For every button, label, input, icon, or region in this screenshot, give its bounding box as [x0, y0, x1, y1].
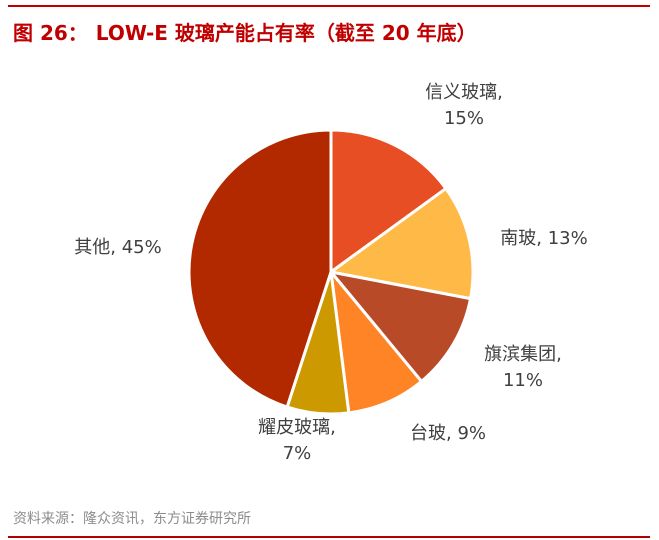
label-xinyi-value: 15% [443, 108, 484, 129]
label-others-text: 其他, 45% [74, 237, 162, 258]
pie-slice-3 [329, 270, 424, 415]
label-qibin-value: 11% [502, 370, 543, 391]
label-yaopi-name: 耀皮玻璃, [258, 417, 336, 438]
label-taibo: 台玻, 9% [388, 421, 508, 447]
label-qibin-name: 旗滨集团, [484, 344, 562, 365]
title-text: LOW-E 玻璃产能占有率（截至 20 年底） [95, 21, 477, 45]
pie-slice-5 [187, 128, 333, 409]
source-note: 资料来源：隆众资讯，东方证券研究所 [13, 511, 251, 527]
label-taibo-text: 台玻, 9% [410, 423, 486, 444]
pie-slice-1 [329, 187, 475, 301]
label-nanbo: 南玻, 13% [484, 226, 604, 252]
chart-title: 图 26： LOW-E 玻璃产能占有率（截至 20 年底） [13, 17, 477, 46]
top-rule [8, 5, 650, 7]
figure-label: 图 26： [13, 21, 88, 45]
label-xinyi-name: 信义玻璃, [425, 82, 503, 103]
pie-slice-0 [329, 128, 448, 274]
label-others: 其他, 45% [58, 235, 178, 261]
label-nanbo-text: 南玻, 13% [500, 228, 588, 249]
label-qibin: 旗滨集团, 11% [463, 342, 583, 394]
bottom-rule [8, 536, 650, 538]
pie-slice-2 [329, 270, 472, 383]
label-xinyi: 信义玻璃, 15% [404, 80, 524, 132]
label-yaopi: 耀皮玻璃, 7% [237, 415, 357, 467]
pie-slices [187, 128, 475, 416]
label-yaopi-value: 7% [282, 443, 312, 464]
